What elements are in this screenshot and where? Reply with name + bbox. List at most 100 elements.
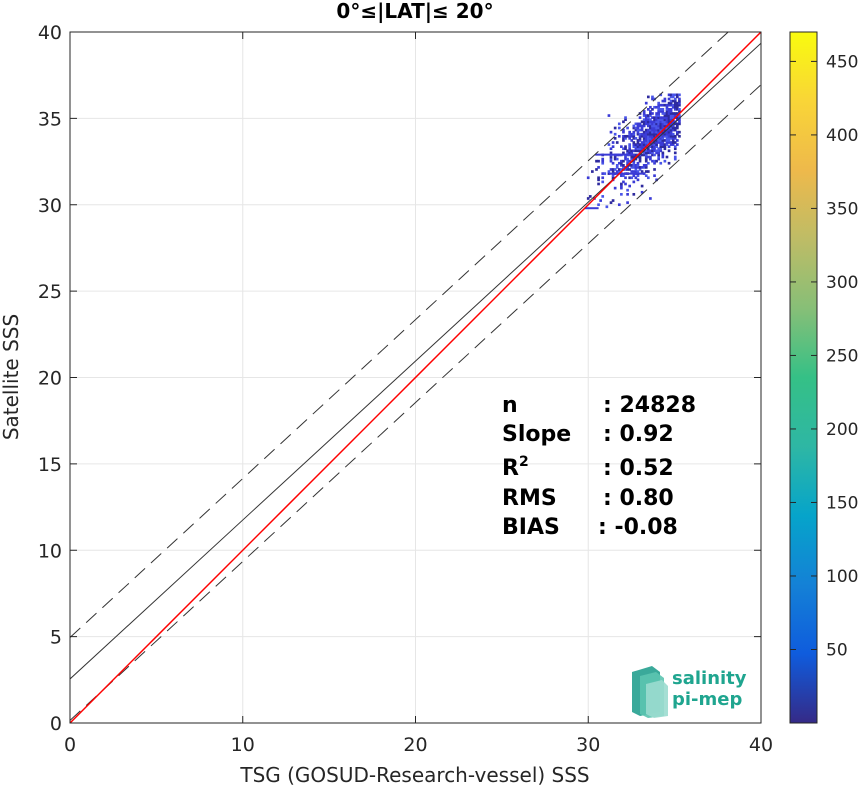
density-cell	[630, 132, 634, 136]
density-cell	[661, 110, 665, 113]
density-cell	[646, 108, 650, 111]
density-cell	[613, 157, 617, 161]
density-cell	[620, 163, 623, 167]
density-cell	[665, 122, 669, 126]
density-cell	[644, 116, 648, 119]
density-cell	[659, 143, 663, 146]
density-cell	[638, 147, 642, 151]
density-cell	[636, 170, 640, 173]
density-cell	[667, 110, 671, 113]
density-cell	[644, 137, 648, 140]
density-cell	[669, 95, 673, 99]
density-cell	[653, 139, 656, 142]
density-cell	[661, 108, 665, 111]
density-cell	[628, 159, 632, 163]
density-cell	[649, 157, 652, 161]
stat-value: : -0.08	[598, 515, 678, 540]
density-cell	[644, 120, 648, 124]
density-cell	[636, 163, 640, 167]
y-tick-label: 40	[38, 22, 62, 44]
density-cell	[642, 145, 646, 148]
density-cell	[649, 145, 652, 148]
density-cell	[669, 126, 673, 130]
density-cell	[651, 149, 654, 153]
density-cell	[634, 163, 638, 167]
density-cell	[659, 141, 663, 144]
density-cell	[609, 147, 613, 151]
density-cell	[632, 130, 636, 134]
density-cell	[646, 124, 650, 128]
density-cell	[673, 134, 677, 138]
density-cell	[620, 184, 623, 188]
density-cell	[665, 116, 669, 119]
density-cell	[640, 145, 644, 148]
density-cell	[655, 124, 658, 128]
density-cell	[638, 157, 642, 161]
density-cell	[655, 114, 658, 117]
density-cell	[634, 145, 638, 148]
density-cell	[676, 101, 679, 105]
density-cell	[642, 163, 646, 167]
density-cell	[659, 145, 663, 148]
density-cell	[653, 126, 656, 130]
stat-value: : 0.80	[603, 486, 674, 511]
density-cell	[642, 143, 646, 146]
density-cell	[665, 155, 669, 159]
density-cell	[665, 103, 669, 107]
density-cell	[649, 197, 652, 200]
density-cell	[667, 93, 671, 97]
density-cell	[646, 155, 650, 159]
density-cell	[634, 149, 638, 153]
density-cell	[632, 180, 636, 184]
density-cell	[657, 103, 661, 107]
density-cell	[630, 151, 634, 155]
x-tick-label: 10	[231, 734, 255, 756]
stat-label: RMS	[502, 486, 557, 511]
density-cell	[678, 93, 681, 97]
density-cell	[659, 128, 663, 132]
density-cell	[644, 143, 648, 146]
density-cell	[653, 105, 656, 109]
colorbar-tick-label: 150	[826, 493, 858, 513]
density-cell	[667, 103, 671, 107]
density-cell	[632, 174, 636, 178]
density-cell	[624, 157, 627, 161]
density-cell	[609, 168, 613, 171]
density-cell	[601, 161, 605, 165]
density-cell	[642, 124, 646, 128]
density-cell	[659, 124, 663, 128]
density-cell	[651, 95, 654, 99]
density-cell	[640, 134, 644, 138]
density-cell	[651, 137, 654, 140]
density-cell	[669, 93, 673, 97]
density-cell	[673, 105, 677, 109]
density-cell	[673, 137, 677, 140]
density-cell	[628, 145, 632, 148]
density-cell	[617, 168, 621, 171]
density-cell	[632, 145, 636, 148]
stat-label-superscript: 2	[519, 454, 529, 470]
density-cell	[657, 128, 661, 132]
density-cell	[636, 139, 640, 142]
density-cell	[630, 166, 634, 169]
density-cell	[657, 153, 661, 157]
density-cell	[615, 170, 619, 173]
density-cell	[607, 114, 611, 117]
density-cell	[601, 159, 605, 163]
density-cell	[657, 130, 661, 134]
density-cell	[653, 147, 656, 151]
density-cell	[632, 141, 636, 144]
density-cell	[642, 134, 646, 138]
density-cell	[624, 147, 627, 151]
density-cell	[667, 128, 671, 132]
density-cell	[649, 124, 652, 128]
lower-bound-line	[70, 84, 761, 721]
density-cell	[669, 130, 673, 134]
density-cell	[640, 132, 644, 136]
density-cell	[671, 143, 675, 146]
density-cell	[628, 168, 632, 171]
density-cell	[611, 176, 615, 180]
density-cell	[678, 118, 681, 122]
density-cell	[671, 126, 675, 130]
density-cell	[636, 174, 640, 178]
